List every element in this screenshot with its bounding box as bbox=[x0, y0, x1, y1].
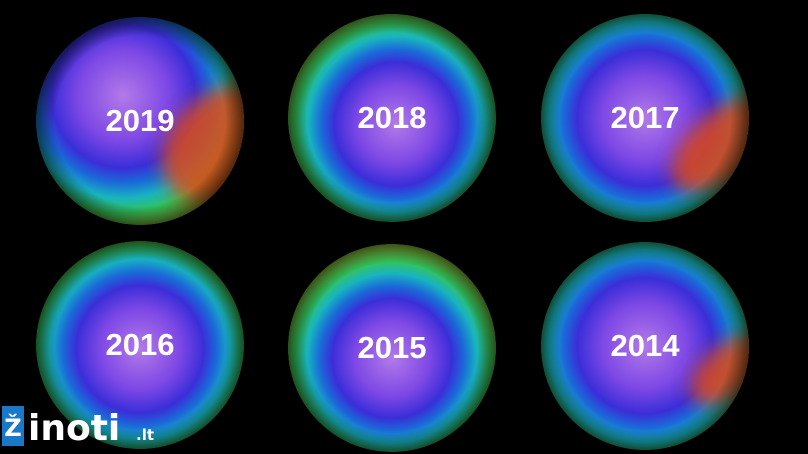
logo-text: inoti bbox=[28, 408, 120, 449]
globe: 2017 bbox=[541, 14, 749, 222]
year-label: 2014 bbox=[611, 328, 681, 363]
logo-suffix: .lt bbox=[136, 426, 154, 444]
globe: 2014 bbox=[541, 242, 749, 450]
year-label: 2017 bbox=[611, 100, 680, 135]
globe-grid: 2019 2018 2017 2016 2015 2014 bbox=[36, 14, 749, 452]
globe-shade bbox=[288, 14, 496, 222]
logo-icon-box bbox=[2, 406, 24, 446]
globe: 2016 bbox=[36, 241, 244, 449]
year-label: 2019 bbox=[106, 103, 175, 138]
globe-shade bbox=[36, 241, 244, 449]
globe-shade bbox=[541, 14, 749, 222]
logo: Ž inoti .lt bbox=[2, 406, 154, 449]
year-label: 2018 bbox=[358, 100, 427, 135]
globe-shade bbox=[288, 244, 496, 452]
globe: 2018 bbox=[288, 14, 496, 222]
globe: 2015 bbox=[288, 244, 496, 452]
logo-icon: Ž bbox=[4, 413, 21, 442]
year-label: 2016 bbox=[106, 327, 175, 362]
globe: 2019 bbox=[36, 17, 244, 225]
year-label: 2015 bbox=[358, 330, 427, 365]
globe-shade bbox=[541, 242, 749, 450]
globe-shade bbox=[36, 17, 244, 225]
